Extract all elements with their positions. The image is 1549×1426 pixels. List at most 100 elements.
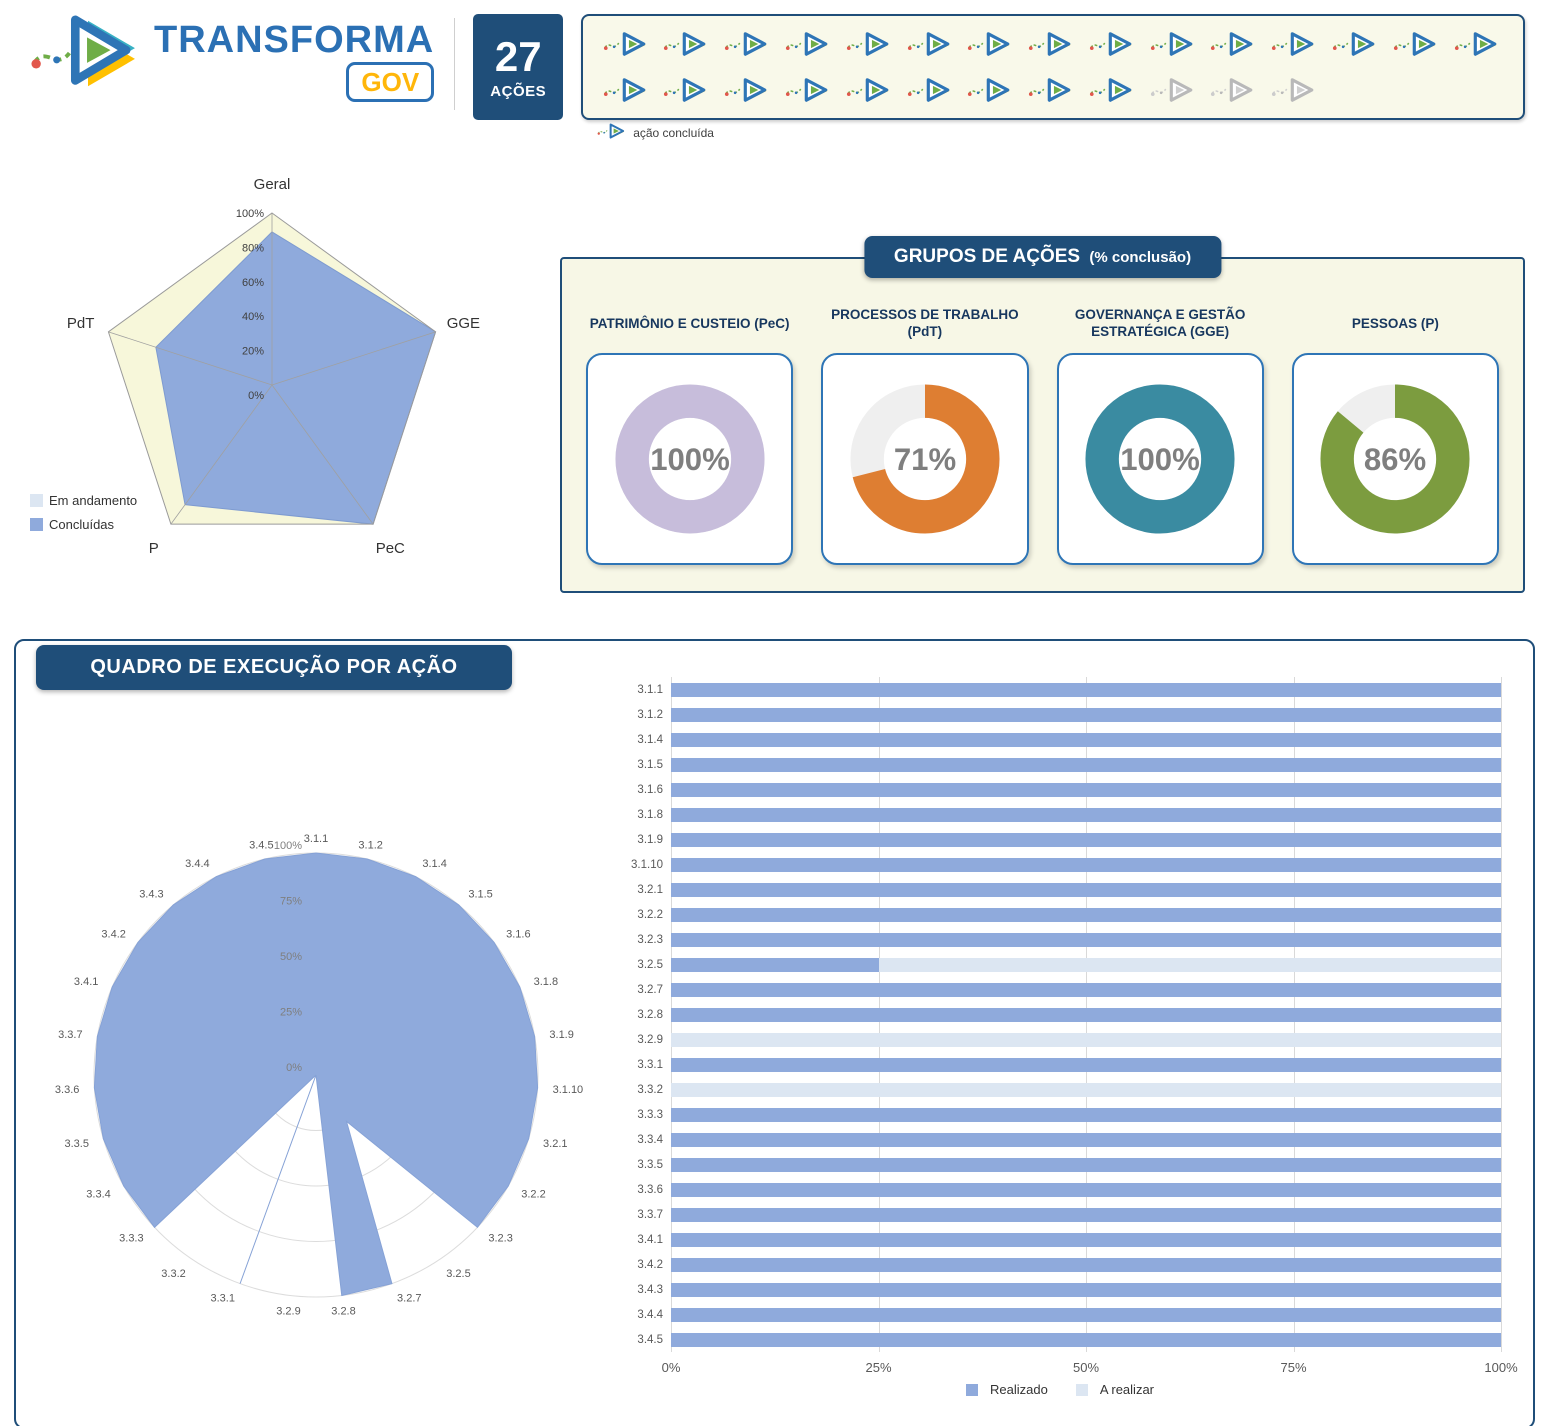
- svg-text:3.1.5: 3.1.5: [468, 888, 492, 900]
- bar-category-label: 3.3.1: [637, 1058, 663, 1071]
- group-p: PESSOAS (P) 86%: [1291, 305, 1499, 565]
- bar-track-a-realizar: [671, 1082, 1501, 1097]
- bar-track-a-realizar: [671, 1057, 1501, 1072]
- action-icon-done: [785, 76, 835, 104]
- bar-category-label: 3.3.6: [637, 1183, 663, 1196]
- action-icon-done: [724, 30, 774, 58]
- action-icon-done: [603, 30, 653, 58]
- bar-track-a-realizar: [671, 1207, 1501, 1222]
- action-icon-done: [907, 30, 957, 58]
- bar-category-label: 3.2.8: [637, 1008, 663, 1021]
- x-axis-tick: 50%: [1072, 1360, 1100, 1375]
- action-icon-done: [1210, 30, 1260, 58]
- bar-track-a-realizar: [671, 1307, 1501, 1322]
- radar-legend-item: Em andamento: [30, 493, 137, 508]
- donut-chart-pec: 100%: [615, 384, 765, 534]
- svg-text:3.3.2: 3.3.2: [161, 1268, 185, 1280]
- transforma-play-icon: [785, 32, 828, 56]
- bar-track-a-realizar: [671, 707, 1501, 722]
- action-icon-done: [967, 76, 1017, 104]
- group-donut-card: 100%: [1056, 353, 1264, 565]
- bar-track-a-realizar: [671, 682, 1501, 697]
- transforma-play-icon: [1393, 32, 1436, 56]
- bar-track-a-realizar: [671, 957, 1501, 972]
- actions-strip: [581, 14, 1525, 120]
- svg-text:3.4.4: 3.4.4: [185, 858, 209, 870]
- bar-row-3.1.6: 3.1.6: [615, 777, 1505, 802]
- transforma-play-icon: [1089, 32, 1132, 56]
- group-donut-card: 86%: [1291, 353, 1499, 565]
- transforma-play-icon: [907, 78, 950, 102]
- bar-fill-realizado: [671, 932, 1501, 947]
- svg-text:Geral: Geral: [254, 176, 291, 193]
- bar-fill-realizado: [671, 882, 1501, 897]
- transforma-play-icon: [1211, 32, 1254, 56]
- svg-text:75%: 75%: [280, 896, 302, 908]
- bar-fill-realizado: [671, 1332, 1501, 1347]
- bar-row-3.2.5: 3.2.5: [615, 952, 1505, 977]
- logo-gov-badge: GOV: [346, 61, 435, 102]
- group-gge: GOVERNANÇA E GESTÃO ESTRATÉGICA (GGE) 10…: [1056, 305, 1264, 565]
- radar-legend-item: Concluídas: [30, 517, 137, 532]
- actions-row-1: [597, 21, 1509, 67]
- execution-bar-chart: 3.1.1 3.1.2 3.1.4 3.1.5 3.1.6 3.1.8 3.1.9 3.1.1…: [599, 677, 1518, 1397]
- bars-legend-item: A realizar: [1075, 1382, 1154, 1397]
- donut-chart-pdt: 71%: [850, 384, 1000, 534]
- svg-text:40%: 40%: [242, 311, 264, 323]
- action-icon-pending: [1271, 76, 1321, 104]
- action-icon-done: [967, 30, 1017, 58]
- groups-subtitle-text: (% conclusão): [1089, 249, 1192, 266]
- group-pdt: PROCESSOS DE TRABALHO (PdT) 71%: [821, 305, 1029, 565]
- bar-row-3.1.10: 3.1.10: [615, 852, 1505, 877]
- svg-text:3.3.7: 3.3.7: [58, 1029, 82, 1041]
- svg-text:3.4.2: 3.4.2: [101, 928, 125, 940]
- bar-category-label: 3.3.5: [637, 1158, 663, 1171]
- badge-count: 27: [494, 32, 542, 80]
- bar-category-label: 3.2.7: [637, 983, 663, 996]
- svg-text:3.2.3: 3.2.3: [488, 1233, 512, 1245]
- header-divider: [454, 18, 456, 110]
- bar-fill-realizado: [671, 707, 1501, 722]
- action-icon-done: [1028, 30, 1078, 58]
- svg-text:3.3.4: 3.3.4: [86, 1189, 110, 1201]
- group-title: PROCESSOS DE TRABALHO (PdT): [831, 307, 1019, 339]
- bar-row-3.3.2: 3.3.2: [615, 1077, 1505, 1102]
- bar-row-3.2.1: 3.2.1: [615, 877, 1505, 902]
- bar-fill-realizado: [671, 832, 1501, 847]
- bar-track-a-realizar: [671, 1282, 1501, 1297]
- bar-track-a-realizar: [671, 1157, 1501, 1172]
- overview-section: 0% 20% 40% 60% 80% 100% Geral GGE PeC P PdT Em and…: [0, 171, 1549, 593]
- bar-category-label: 3.1.4: [637, 733, 663, 746]
- group-title: PESSOAS (P): [1351, 315, 1439, 331]
- svg-text:PeC: PeC: [376, 540, 405, 557]
- bar-fill-realizado: [671, 807, 1501, 822]
- donut-chart-gge: 100%: [1085, 384, 1235, 534]
- svg-text:0%: 0%: [286, 1062, 302, 1074]
- bar-fill-realizado: [671, 757, 1501, 772]
- strip-legend: ação concluída: [597, 122, 1525, 143]
- x-axis-tick: 0%: [661, 1360, 681, 1375]
- bar-fill-realizado: [671, 1007, 1501, 1022]
- bar-category-label: 3.1.1: [637, 683, 663, 696]
- actions-row-2: [597, 67, 1509, 113]
- action-icon-done: [1454, 30, 1504, 58]
- bar-row-3.4.1: 3.4.1: [615, 1227, 1505, 1252]
- bar-track-a-realizar: [671, 1232, 1501, 1247]
- svg-text:3.3.1: 3.3.1: [210, 1293, 234, 1305]
- bar-track-a-realizar: [671, 807, 1501, 822]
- logo-icon: [30, 10, 146, 105]
- bar-fill-realizado: [671, 1207, 1501, 1222]
- bar-category-label: 3.2.2: [637, 908, 663, 921]
- bar-track-a-realizar: [671, 757, 1501, 772]
- group-pec: PATRIMÔNIO E CUSTEIO (PeC) 100%: [586, 305, 794, 565]
- transforma-play-icon: [785, 78, 828, 102]
- strip-legend-icon: [597, 122, 629, 143]
- bar-category-label: 3.1.9: [637, 833, 663, 846]
- bar-category-label: 3.2.1: [637, 883, 663, 896]
- svg-text:3.3.5: 3.3.5: [64, 1138, 88, 1150]
- bar-track-a-realizar: [671, 1182, 1501, 1197]
- action-icon-pending: [1210, 76, 1260, 104]
- transforma-play-icon: [725, 32, 767, 56]
- bar-fill-realizado: [671, 782, 1501, 797]
- x-axis-tick: 25%: [865, 1360, 892, 1375]
